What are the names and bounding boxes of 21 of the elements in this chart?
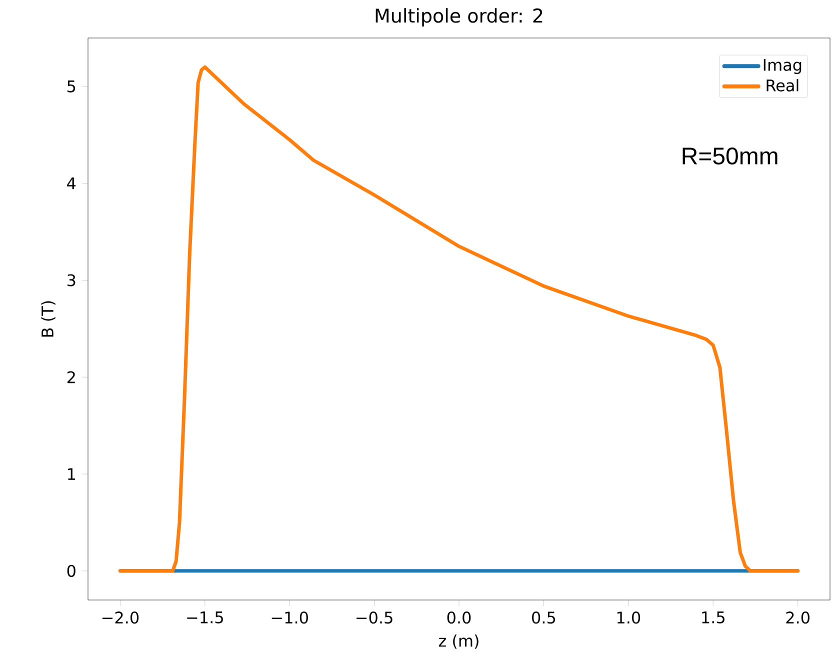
legend-label: Imag [764,59,802,74]
chart-title: Multipole order: 2 [376,8,542,26]
x-tick-label: 1.0 [617,612,640,624]
x-tick-label: −1.0 [272,612,308,624]
y-tick-label: 2 [67,371,75,384]
x-tick-label: 2.0 [786,612,810,624]
x-tick-label: −0.5 [356,612,392,624]
y-tick-label: 1 [68,468,75,480]
x-tick-label: 0.0 [447,612,471,624]
y-tick-label: 5 [68,80,76,92]
legend-label: Real [766,79,798,92]
annotation: R=50mm [682,148,778,165]
x-axis-title: z (m) [438,634,478,649]
x-tick-label: −2.0 [102,612,139,624]
y-tick-label: 4 [67,178,76,190]
x-tick-label: 1.5 [702,612,724,624]
y-tick-label: 0 [67,564,76,577]
x-tick-label: −1.5 [187,612,223,624]
x-tick-label: 0.5 [532,612,556,624]
y-axis-title: B (T) [41,301,56,337]
y-tick-label: 3 [68,274,76,286]
